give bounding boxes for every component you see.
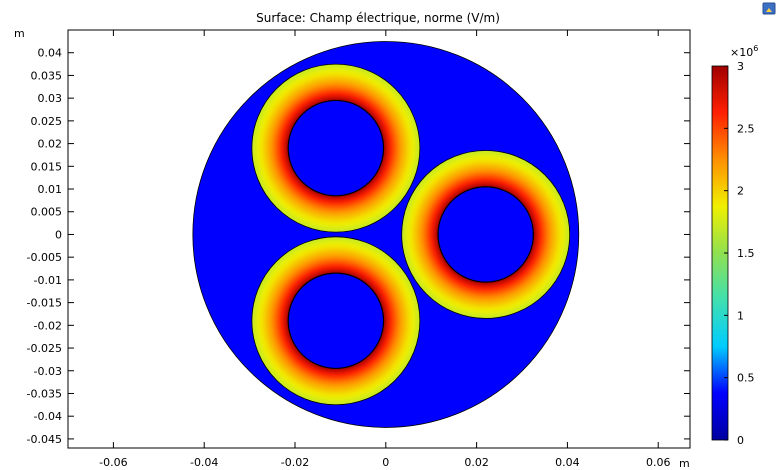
field-layer bbox=[192, 41, 580, 428]
y-tick-label: -0.01 bbox=[34, 274, 62, 287]
colorbar-tick-label: 2 bbox=[737, 185, 744, 198]
colorbar-tick-label: 1.5 bbox=[737, 247, 755, 260]
x-tick-label: -0.04 bbox=[190, 456, 218, 469]
y-tick-label: 0.015 bbox=[31, 160, 63, 173]
colorbar-ticks: 3 2.5 2 1.5 1 0.5 0 bbox=[724, 60, 755, 447]
x-tick-label: 0.04 bbox=[555, 456, 580, 469]
y-tick-label: -0.03 bbox=[34, 365, 62, 378]
y-tick-label: 0 bbox=[55, 228, 62, 241]
x-tick-label: 0.02 bbox=[464, 456, 489, 469]
y-tick-label: -0.045 bbox=[27, 433, 62, 446]
y-tick-label: 0.04 bbox=[38, 47, 63, 60]
y-tick-label: -0.025 bbox=[27, 342, 62, 355]
x-axis-ticks: -0.06 -0.04 -0.02 0 0.02 0.04 0.06 bbox=[99, 30, 670, 469]
cable-conductor-3 bbox=[287, 272, 385, 370]
cable-conductor-1 bbox=[287, 99, 385, 197]
y-tick-label: -0.005 bbox=[27, 251, 62, 264]
y-tick-label: 0.025 bbox=[31, 115, 63, 128]
y-tick-label: 0.005 bbox=[31, 206, 63, 219]
cable-conductor-2 bbox=[437, 186, 534, 283]
x-tick-label: -0.02 bbox=[281, 456, 309, 469]
y-tick-label: -0.015 bbox=[27, 297, 62, 310]
colorbar-multiplier: ×106 bbox=[730, 44, 758, 59]
y-tick-label: 0.03 bbox=[38, 92, 63, 105]
colorbar-tick-label: 0 bbox=[737, 434, 744, 447]
colorbar-tick-label: 3 bbox=[737, 60, 744, 73]
x-tick-label: -0.06 bbox=[99, 456, 127, 469]
colorbar-tick-label: 2.5 bbox=[737, 122, 755, 135]
y-tick-label: 0.02 bbox=[38, 138, 63, 151]
x-tick-label: 0.06 bbox=[646, 456, 671, 469]
y-tick-label: -0.04 bbox=[34, 410, 62, 423]
colorbar: ×106 3 2.5 2 1.5 1 0.5 0 bbox=[711, 44, 758, 447]
y-axis-ticks: 0.04 0.035 0.03 0.025 0.02 0.015 0.01 0.005 0 -0.… bbox=[27, 47, 690, 446]
image-icon[interactable] bbox=[762, 2, 776, 15]
colorbar-tick-label: 1 bbox=[737, 309, 744, 322]
y-tick-label: 0.01 bbox=[38, 183, 63, 196]
y-tick-label: -0.02 bbox=[34, 319, 62, 332]
plot-area: -0.06 -0.04 -0.02 0 0.02 0.04 0.06 0.040.0350.… bbox=[27, 29, 691, 469]
x-tick-label: 0 bbox=[382, 456, 389, 469]
chart-title: Surface: Champ électrique, norme (V/m) bbox=[256, 11, 500, 25]
y-axis-unit: m bbox=[14, 27, 25, 40]
colorbar-tick-label: 0.5 bbox=[737, 372, 755, 385]
x-axis-unit: m bbox=[679, 457, 690, 470]
y-tick-label: 0.035 bbox=[31, 69, 63, 82]
y-tick-label: -0.035 bbox=[27, 387, 62, 400]
